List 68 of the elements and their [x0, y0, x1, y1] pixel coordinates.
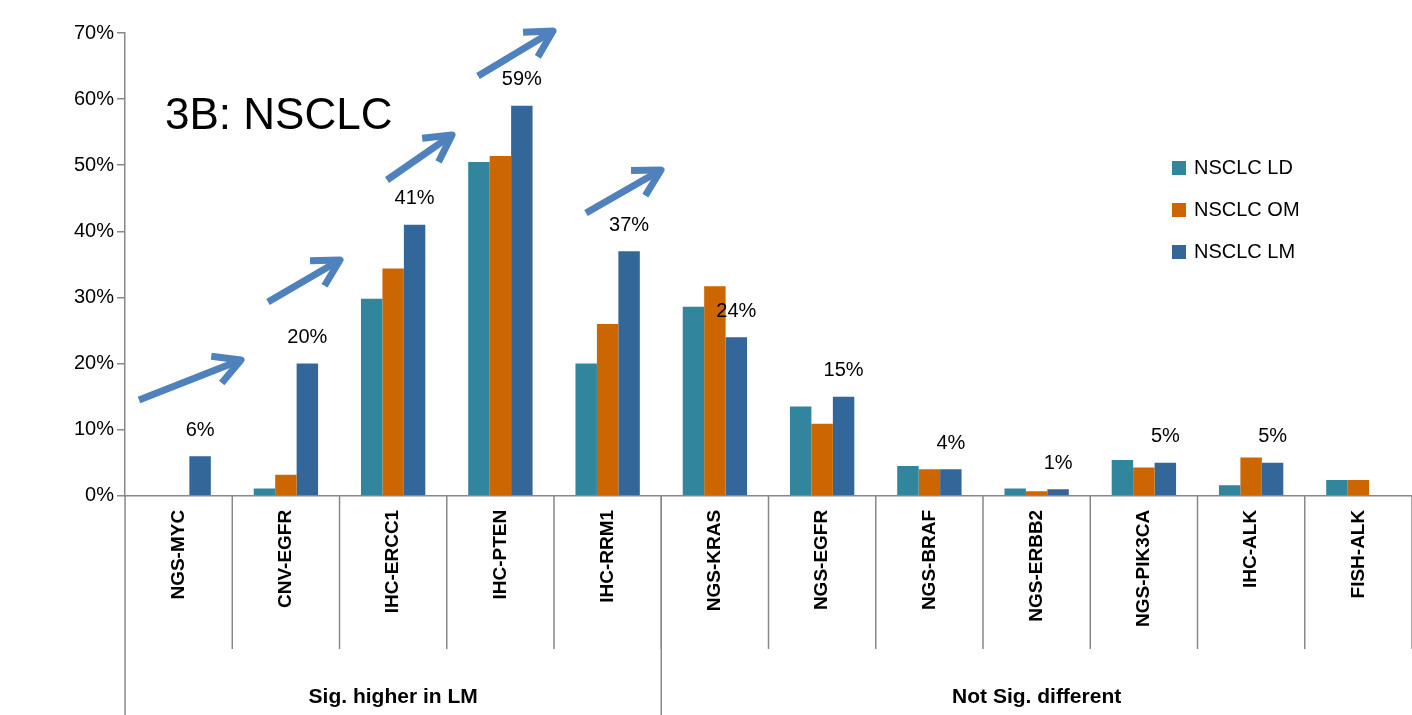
bar [1154, 462, 1177, 496]
bar [832, 396, 855, 496]
legend-label: NSCLC LM [1194, 239, 1296, 262]
bar [940, 469, 962, 496]
bar [403, 224, 426, 496]
bar [811, 423, 833, 496]
data-label: 20% [287, 325, 328, 348]
text: Not Sig. different [952, 683, 1122, 707]
x-tick-label: NGS-EGFR [810, 509, 832, 611]
y-tick-label: 10% [74, 417, 115, 440]
x-tick-label: IHC-ERCC1 [381, 509, 403, 614]
data-label: 59% [501, 67, 543, 90]
y-tick-label: 70% [74, 20, 115, 43]
x-tick-label: NGS-KRAS [703, 509, 725, 612]
legend-label: NSCLC OM [1194, 197, 1300, 220]
data-label: 37% [609, 212, 650, 235]
y-tick-label: 30% [74, 284, 115, 307]
bar [618, 251, 640, 496]
x-tick-label: IHC-ALK [1239, 509, 1261, 588]
bar [468, 161, 490, 496]
bar [382, 268, 404, 496]
text: Sig. higher in LM [308, 683, 478, 707]
bar [725, 337, 748, 496]
data-label: 5% [1258, 424, 1288, 447]
bar [1004, 488, 1026, 496]
bar [1240, 457, 1262, 496]
bar [189, 456, 211, 496]
bar [1326, 479, 1348, 496]
data-label: 4% [936, 430, 966, 453]
bar [296, 363, 319, 496]
bar [789, 406, 812, 496]
data-label: 5% [1150, 424, 1180, 447]
y-tick-label: 0% [85, 483, 115, 506]
x-tick-label: NGS-MYC [166, 509, 188, 600]
x-tick-label: IHC-RRM1 [595, 509, 617, 603]
x-tick-label: NGS-ERBB2 [1024, 509, 1046, 622]
text: 3B: NSCLC [165, 89, 393, 139]
x-tick-label: NGS-BRAF [917, 509, 939, 611]
bar [511, 105, 533, 496]
data-label: 6% [185, 417, 215, 440]
y-tick-label: 50% [74, 152, 115, 175]
bar [253, 488, 276, 496]
x-tick-label: FISH-ALK [1346, 509, 1368, 599]
legend-label: NSCLC LD [1194, 155, 1293, 178]
y-tick-label: 20% [74, 351, 115, 374]
bar [1347, 479, 1370, 496]
bar [275, 474, 297, 496]
y-tick-label: 40% [74, 218, 115, 241]
x-tick-label: CNV-EGFR [274, 509, 296, 609]
data-label: 1% [1043, 450, 1073, 473]
bar [489, 155, 512, 496]
bar [596, 323, 619, 496]
y-tick-label: 60% [74, 86, 115, 109]
bar [1133, 467, 1155, 496]
x-tick-label: NGS-PIK3CA [1132, 509, 1154, 628]
bar [918, 469, 941, 496]
data-label: 41% [394, 186, 435, 209]
x-tick-label: IHC-PTEN [488, 509, 510, 600]
data-label: 15% [823, 358, 864, 381]
bar [1218, 485, 1241, 496]
bar [1111, 460, 1134, 496]
bar [1025, 491, 1048, 496]
bar [682, 306, 705, 496]
bar [360, 298, 383, 496]
bar [897, 466, 919, 496]
bar [1047, 489, 1069, 496]
bar [1261, 462, 1284, 496]
bar [575, 363, 597, 496]
